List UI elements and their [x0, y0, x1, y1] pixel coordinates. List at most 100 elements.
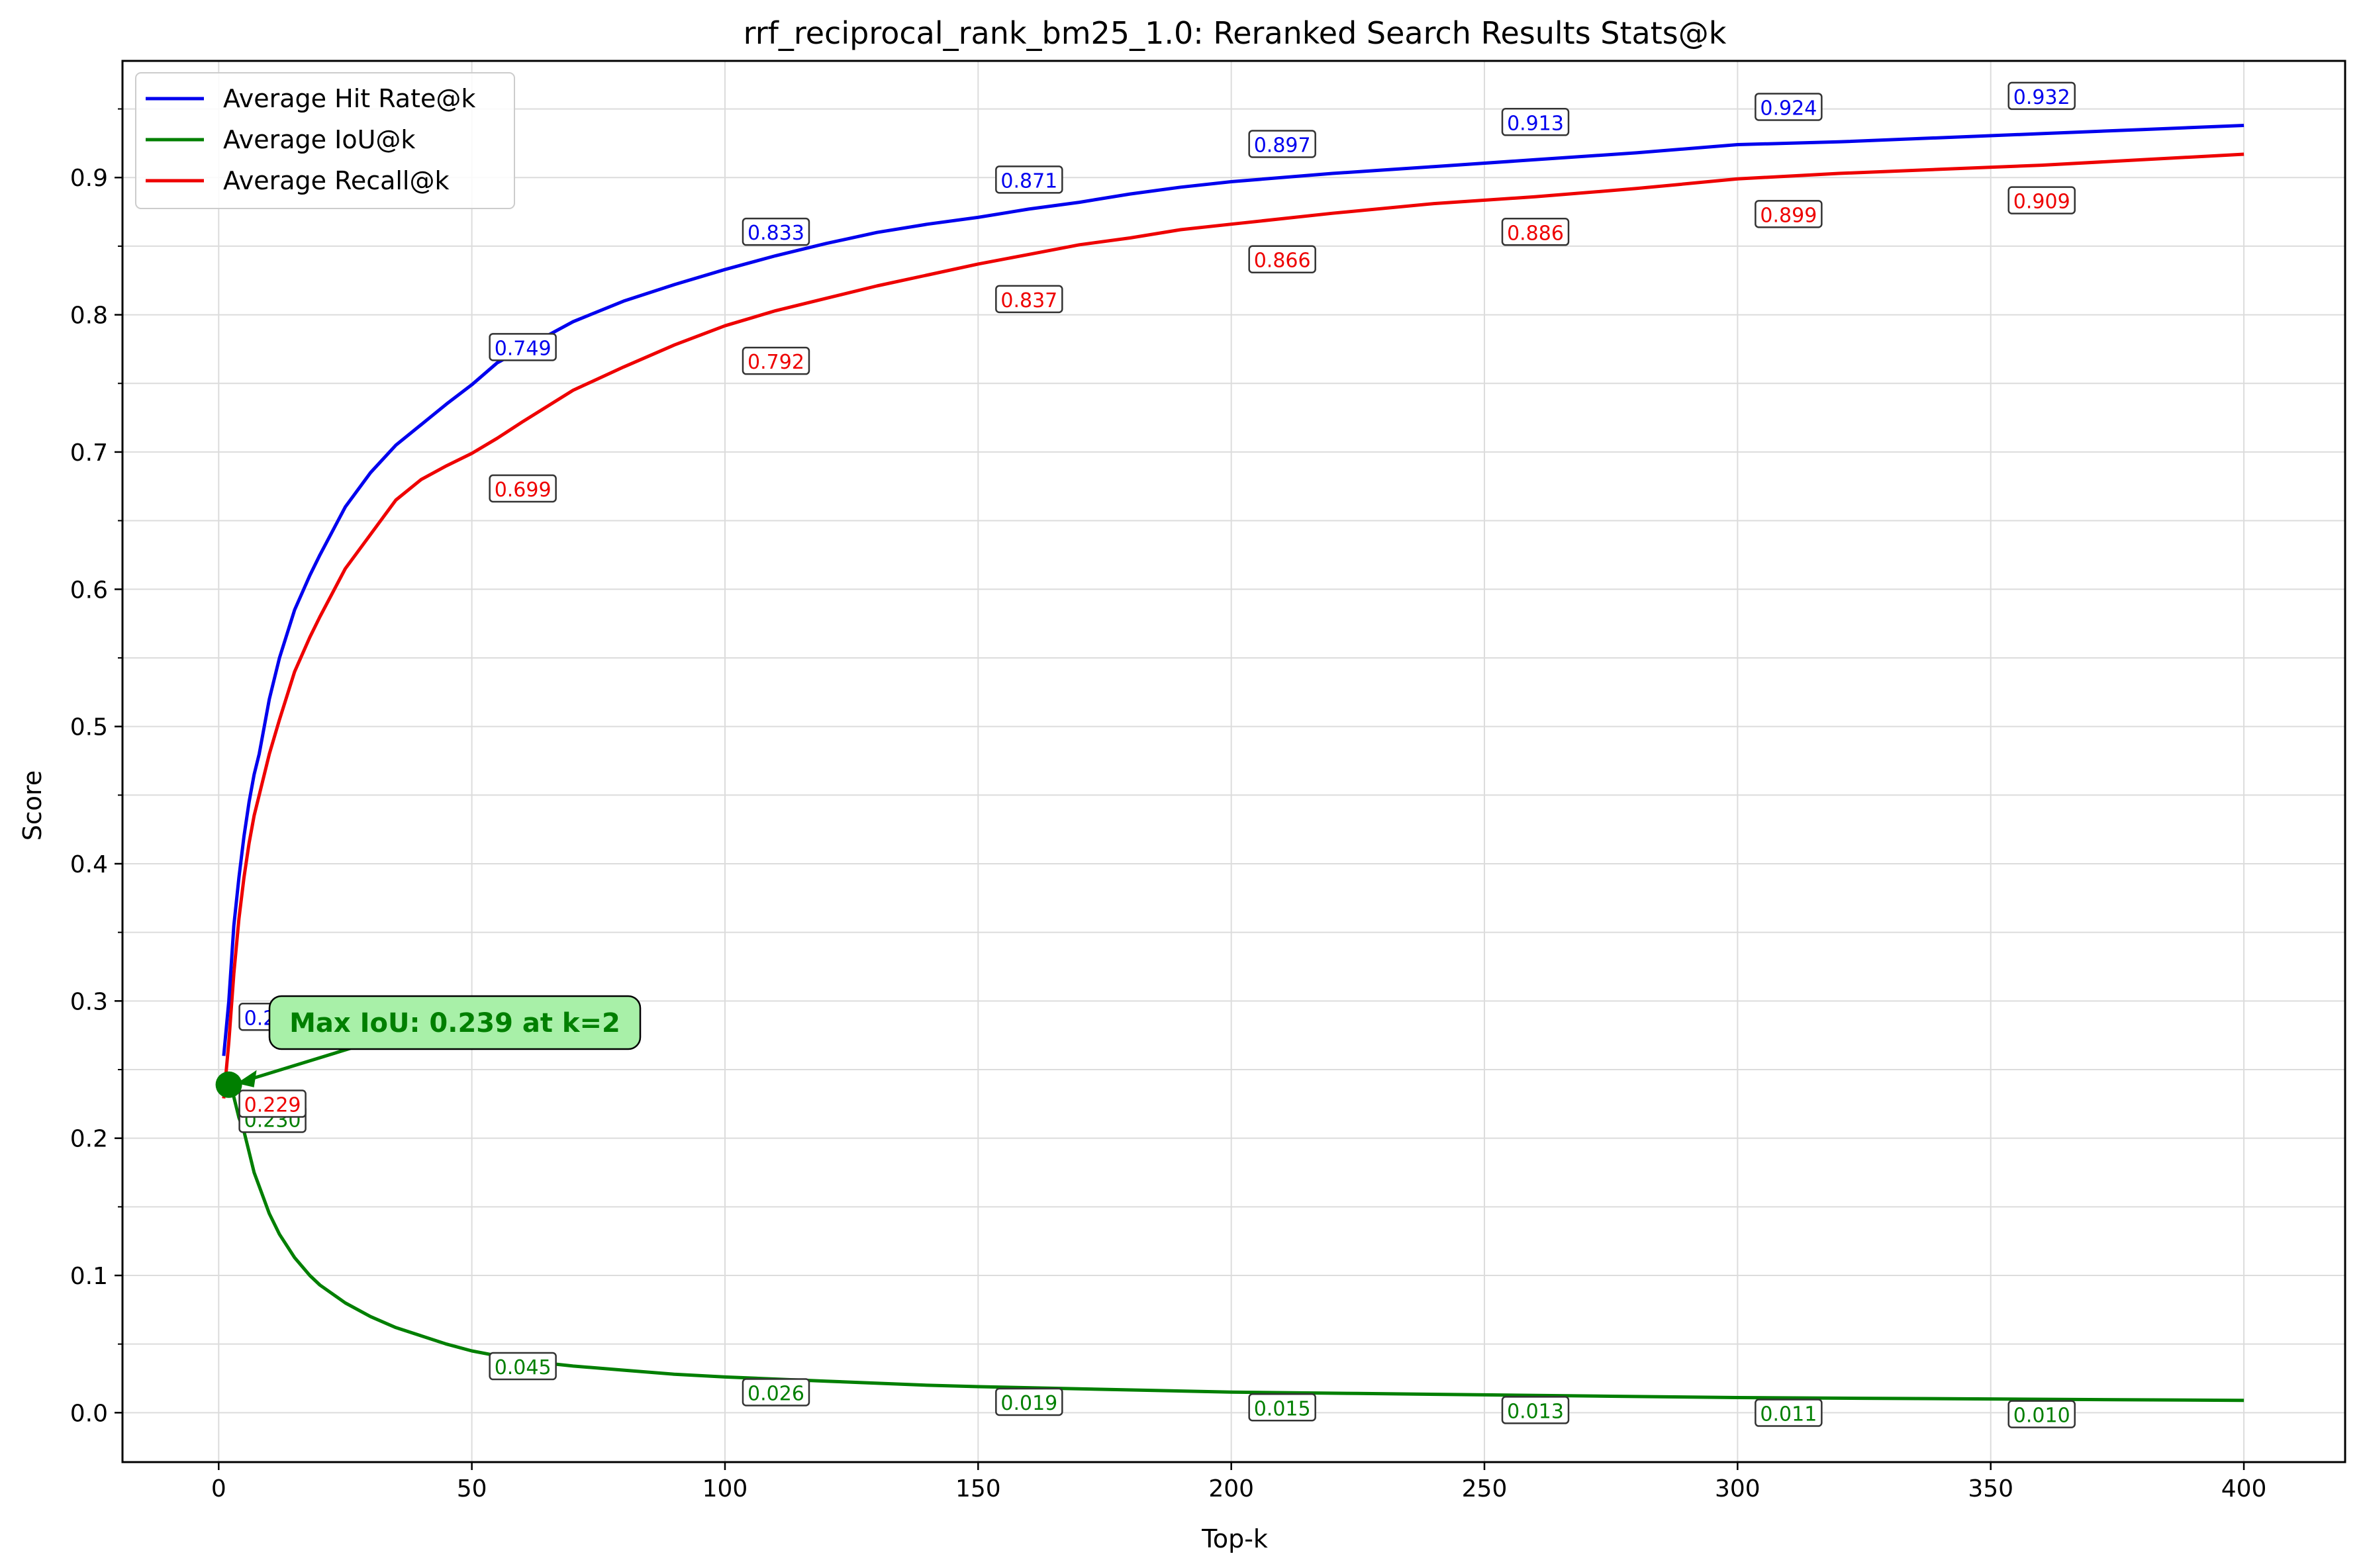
chart-title: rrf_reciprocal_rank_bm25_1.0: Reranked S… — [744, 15, 1727, 51]
data-label-box — [1755, 93, 1823, 121]
data-label-text: 0.871 — [1000, 169, 1057, 193]
y-tick-label: 0.0 — [70, 1400, 108, 1427]
data-label-box — [238, 1089, 307, 1118]
x-axis-ticks: 0 50 100 150 200 250 300 350 400 — [211, 1462, 2267, 1502]
annotation-arrow — [240, 1046, 353, 1084]
x-tick-label: 150 — [955, 1475, 1001, 1502]
y-tick-label: 0.9 — [70, 165, 108, 192]
x-tick-label: 400 — [2221, 1475, 2267, 1502]
data-label-box — [1248, 1393, 1316, 1422]
data-label: 0.229 — [238, 1089, 307, 1118]
x-tick-label: 300 — [1715, 1475, 1760, 1502]
data-label-box — [1501, 1396, 1570, 1424]
data-label-text: 0.924 — [1760, 97, 1817, 120]
data-label: 0.909 — [2007, 186, 2076, 214]
y-tick-label: 0.6 — [70, 576, 108, 604]
y-axis-ticks: 0.0 0.1 0.2 0.3 0.4 0.5 0.6 0.7 0.8 0.9 — [70, 108, 122, 1427]
data-label-text: 0.837 — [1000, 289, 1057, 312]
data-label-box — [1755, 200, 1823, 228]
data-label-text: 0.015 — [1254, 1397, 1311, 1420]
legend-label: Average Hit Rate@k — [223, 84, 475, 113]
data-label: 0.866 — [1248, 245, 1316, 273]
y-tick-label: 0.1 — [70, 1263, 108, 1290]
data-label-text: 0.913 — [1507, 112, 1564, 135]
data-label-box — [1501, 218, 1570, 246]
data-label-text: 0.909 — [2013, 191, 2070, 214]
data-label-text: 0.886 — [1507, 222, 1564, 245]
x-tick-label: 0 — [211, 1475, 226, 1502]
data-label-text: 0.866 — [1254, 250, 1311, 273]
data-label-box — [2007, 186, 2076, 214]
series-line-average-iou-k — [222, 1083, 2244, 1403]
data-label-box — [2007, 81, 2076, 111]
data-label: 0.013 — [1501, 1396, 1570, 1424]
data-label-text: 0.045 — [495, 1356, 552, 1379]
data-label: 0.899 — [1755, 200, 1823, 228]
x-tick-label: 200 — [1208, 1475, 1254, 1502]
series-line-average-recall-k — [222, 152, 2244, 1099]
legend-label: Average IoU@k — [223, 125, 415, 154]
data-label-text: 0.013 — [1507, 1400, 1564, 1423]
data-label: 0.045 — [489, 1352, 557, 1381]
x-tick-label: 50 — [457, 1475, 487, 1502]
y-tick-label: 0.3 — [70, 988, 108, 1015]
data-label: 0.871 — [995, 165, 1063, 194]
data-label-box — [742, 1378, 810, 1407]
max-iou-annotation: Max IoU: 0.239 at k=2 — [215, 995, 642, 1098]
data-label-box — [1248, 245, 1316, 273]
y-tick-label: 0.5 — [70, 714, 108, 741]
data-label-text: 0.897 — [1254, 134, 1311, 157]
data-label-box — [1755, 1399, 1823, 1427]
data-label: 0.010 — [2007, 1400, 2076, 1428]
data-label: 0.699 — [489, 474, 557, 503]
data-label: 0.011 — [1755, 1399, 1823, 1427]
grid-lines — [122, 61, 2345, 1462]
y-tick-label: 0.8 — [70, 302, 108, 330]
data-label: 0.749 — [489, 333, 557, 361]
data-label-box — [742, 217, 810, 246]
x-axis-title: Top-k — [1201, 1524, 1268, 1553]
data-label-box — [995, 285, 1063, 314]
y-tick-label: 0.2 — [70, 1126, 108, 1153]
max-iou-marker — [215, 1071, 242, 1098]
data-label-text: 0.932 — [2013, 86, 2070, 109]
data-label: 0.837 — [995, 285, 1063, 314]
data-label: 0.913 — [1501, 108, 1570, 136]
data-labels: 0.2600.7490.8330.8710.8970.9130.9240.932… — [238, 81, 2076, 1428]
data-label: 0.833 — [742, 217, 810, 246]
data-label-box — [489, 333, 557, 361]
data-label-box — [1248, 130, 1316, 158]
data-label: 0.019 — [995, 1387, 1063, 1416]
data-label: 0.897 — [1248, 130, 1316, 158]
data-label-box — [1501, 108, 1570, 136]
data-label-text: 0.899 — [1760, 204, 1817, 227]
data-label-text: 0.749 — [495, 337, 552, 360]
data-label-box — [995, 165, 1063, 194]
plot-area-frame — [121, 60, 2346, 1463]
data-label: 0.932 — [2007, 81, 2076, 111]
legend: Average Hit Rate@k Average IoU@k Average R… — [135, 72, 515, 209]
plot-lines — [222, 124, 2244, 1403]
annotation-box — [268, 995, 642, 1050]
data-label: 0.924 — [1755, 93, 1823, 121]
series-line-average-hit-rate-k — [222, 124, 2244, 1056]
data-label: 0.015 — [1248, 1393, 1316, 1422]
data-label-text: 0.699 — [495, 479, 552, 502]
legend-label: Average Recall@k — [223, 166, 450, 195]
data-label-text: 0.026 — [747, 1382, 804, 1405]
y-tick-label: 0.4 — [70, 851, 108, 878]
y-axis-title: Score — [18, 770, 47, 841]
legend-box — [135, 72, 515, 209]
data-label: 0.886 — [1501, 218, 1570, 246]
data-label-box — [2007, 1400, 2076, 1428]
data-label-text: 0.010 — [2013, 1405, 2070, 1428]
data-label-box — [742, 346, 810, 375]
data-label-box — [995, 1387, 1063, 1416]
x-tick-label: 350 — [1968, 1475, 2013, 1502]
data-label: 0.026 — [742, 1378, 810, 1407]
data-label: 0.792 — [742, 346, 810, 375]
data-label-text: 0.229 — [244, 1094, 301, 1117]
data-label-box — [489, 474, 557, 503]
data-label-box — [489, 1352, 557, 1381]
